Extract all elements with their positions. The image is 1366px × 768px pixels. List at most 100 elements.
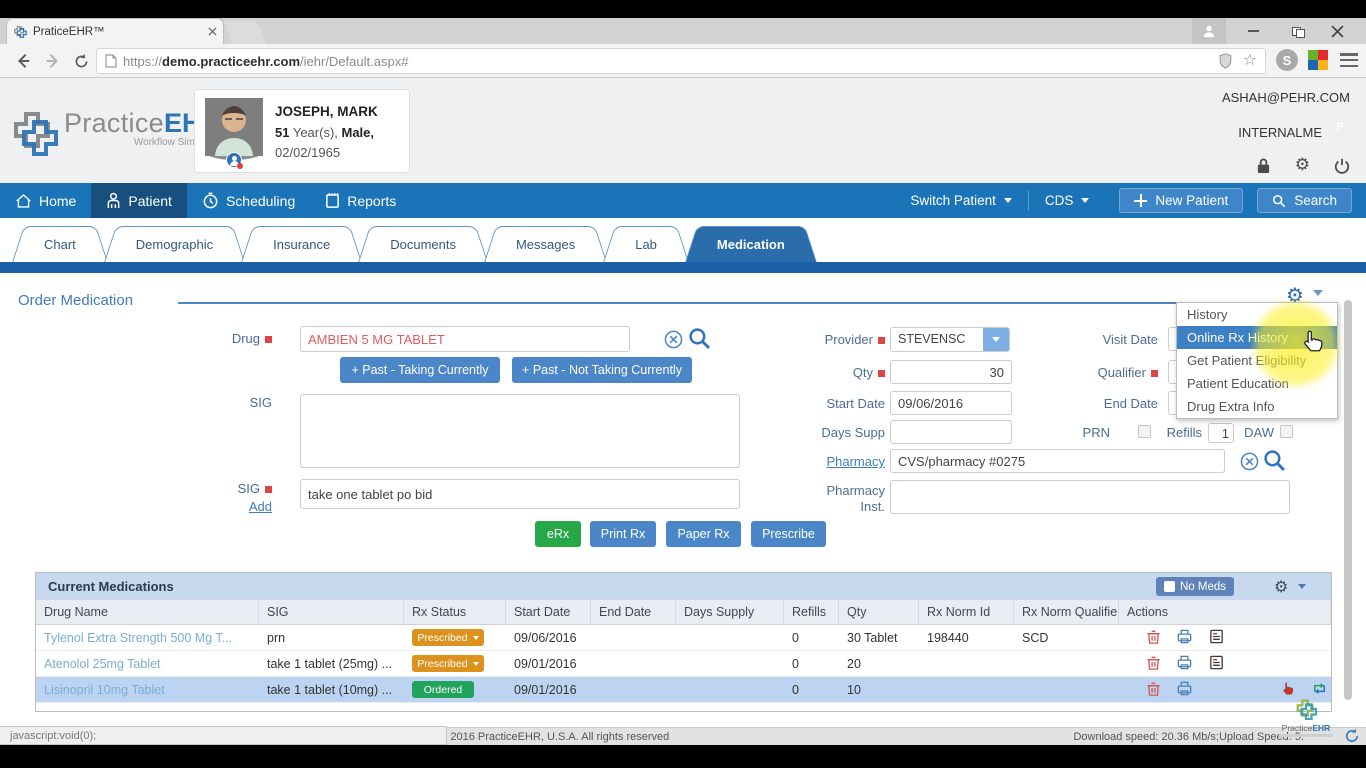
rx-status-badge[interactable]: Ordered (412, 681, 474, 698)
practiceehr-logo: PracticeEHR Workflow Simplified (10, 108, 221, 156)
prescribe-button[interactable]: Prescribe (751, 521, 826, 547)
print-icon[interactable] (1176, 680, 1193, 697)
title-underline (178, 302, 1286, 304)
prn-checkbox[interactable] (1138, 425, 1151, 438)
nav-item-patient[interactable]: Patient (91, 183, 187, 218)
sig-add-link[interactable]: Add (248, 499, 272, 514)
search-button[interactable]: Search (1257, 188, 1352, 213)
tab-documents[interactable]: Documents (378, 226, 468, 262)
nav-item-scheduling[interactable]: Scheduling (187, 183, 310, 218)
delete-trash-icon[interactable] (1145, 654, 1162, 671)
bookmark-star-icon[interactable] (1243, 53, 1257, 69)
meds-settings-gear-icon[interactable] (1274, 577, 1288, 597)
table-row[interactable]: Atenolol 25mg Tablet take 1 tablet (25mg… (36, 651, 1331, 677)
transfer-icon[interactable] (1311, 680, 1328, 697)
tab-close-icon[interactable] (208, 27, 217, 36)
erx-button[interactable]: eRx (535, 521, 581, 547)
avg-extension-icon[interactable] (1308, 50, 1328, 70)
tab-demographic[interactable]: Demographic (123, 226, 226, 262)
print-icon[interactable] (1176, 654, 1193, 671)
back-button[interactable] (12, 50, 34, 72)
pharmacy-link-label[interactable]: Pharmacy (826, 454, 885, 469)
search-icon (1273, 194, 1286, 207)
patient-avatar (205, 98, 263, 160)
menu-item-history[interactable]: History (1187, 307, 1228, 322)
tab-messages[interactable]: Messages (503, 226, 588, 262)
menu-item-patient-education[interactable]: Patient Education (1187, 376, 1289, 391)
cds-dropdown[interactable]: CDS (1029, 193, 1106, 208)
tab-medication[interactable]: Medication (704, 226, 797, 262)
menu-item-drug-extra-info[interactable]: Drug Extra Info (1187, 399, 1275, 414)
switch-patient-dropdown[interactable]: Switch Patient (894, 193, 1028, 208)
delete-trash-icon[interactable] (1145, 680, 1162, 697)
table-row[interactable]: Tylenol Extra Strength 500 Mg T... prn P… (36, 625, 1331, 651)
page-icon (105, 54, 117, 68)
menu-item-get-patient-eligibility[interactable]: Get Patient Eligibility (1187, 353, 1307, 368)
menu-item-online-rx-history[interactable]: Online Rx History (1177, 326, 1337, 349)
logout-power-icon[interactable] (1334, 158, 1350, 174)
content-shield-icon[interactable] (1218, 53, 1233, 69)
no-meds-button[interactable]: No Meds (1156, 577, 1235, 596)
tab-chart[interactable]: Chart (32, 226, 88, 262)
vertical-scrollbar[interactable] (1344, 300, 1352, 700)
url-bar[interactable]: https://demo.practiceehr.com/iehr/Defaul… (96, 48, 1266, 74)
pharmacy-search-icon[interactable] (1263, 449, 1286, 472)
refresh-button[interactable] (70, 50, 92, 72)
browser-tab[interactable]: PraticeEHR™ (6, 18, 224, 44)
clear-drug-icon[interactable] (664, 330, 683, 349)
patient-card[interactable]: JOSEPH, MARK 51 Year(s), Male, 02/02/196… (194, 89, 410, 173)
past-not-taking-button[interactable]: + Past - Not Taking Currently (512, 357, 692, 383)
nav-item-home[interactable]: Home (0, 183, 91, 218)
visit-date-label: Visit Date (1102, 332, 1158, 347)
refresh-icon[interactable] (1344, 728, 1360, 744)
start-date-input[interactable] (890, 391, 1012, 415)
daw-checkbox[interactable] (1280, 425, 1293, 438)
provider-select[interactable]: STEVENSC (890, 327, 1010, 352)
stop-hand-icon[interactable] (1280, 680, 1297, 697)
nav-item-reports[interactable]: Reports (310, 183, 411, 218)
chevron-down-icon[interactable] (1313, 290, 1323, 296)
skype-extension-icon[interactable]: S (1276, 49, 1298, 71)
tab-insurance[interactable]: Insurance (261, 226, 343, 262)
chevron-down-icon (1081, 198, 1090, 203)
print-rx-button[interactable]: Print Rx (590, 521, 656, 547)
window-minimize-button[interactable] (1236, 18, 1270, 44)
pharmacy-input[interactable] (890, 449, 1225, 473)
table-row-selected[interactable]: Lisinopril 10mg Tablet take 1 tablet (10… (36, 677, 1331, 703)
past-taking-button[interactable]: + Past - Taking Currently (340, 357, 500, 383)
new-patient-button[interactable]: New Patient (1119, 188, 1244, 213)
settings-gear-icon[interactable] (1295, 157, 1310, 174)
drug-search-icon[interactable] (688, 327, 711, 350)
print-icon[interactable] (1176, 628, 1193, 645)
select-arrow-icon (983, 328, 1009, 351)
browser-menu-icon[interactable] (1340, 51, 1358, 69)
drug-name-link[interactable]: Tylenol Extra Strength 500 Mg T... (44, 630, 233, 645)
window-close-button[interactable] (1320, 18, 1354, 44)
pharmacy-inst-label: Pharmacy Inst. (826, 483, 885, 514)
forward-button[interactable] (42, 50, 64, 72)
sig-textarea[interactable] (300, 394, 740, 468)
rx-status-badge[interactable]: Prescribed (412, 629, 484, 646)
erx-document-icon[interactable] (1208, 654, 1225, 671)
practice-name: INTERNALME (1238, 124, 1322, 140)
qty-input[interactable] (890, 360, 1012, 384)
paper-rx-button[interactable]: Paper Rx (666, 521, 741, 547)
delete-trash-icon[interactable] (1145, 628, 1162, 645)
days-supp-input[interactable] (890, 420, 1012, 444)
drug-name-link[interactable]: Atenolol 25mg Tablet (44, 656, 161, 671)
drug-name-link[interactable]: Lisinopril 10mg Tablet (44, 682, 165, 697)
refills-input[interactable] (1208, 423, 1234, 443)
tab-lab[interactable]: Lab (623, 226, 669, 262)
rx-status-badge[interactable]: Prescribed (412, 655, 484, 672)
chevron-down-icon[interactable] (1298, 584, 1306, 589)
pharmacy-inst-input[interactable] (890, 480, 1290, 514)
drug-input[interactable] (300, 326, 630, 352)
lock-icon[interactable] (1256, 157, 1271, 174)
sig-input[interactable] (300, 479, 740, 509)
clear-pharmacy-icon[interactable] (1240, 452, 1259, 471)
location-pin-icon[interactable]: P (1336, 121, 1344, 133)
erx-document-icon[interactable] (1208, 628, 1225, 645)
window-restore-button[interactable] (1281, 18, 1315, 44)
main-nav: Home Patient Scheduling Reports (0, 183, 1366, 218)
browser-profile-button[interactable] (1192, 18, 1226, 44)
